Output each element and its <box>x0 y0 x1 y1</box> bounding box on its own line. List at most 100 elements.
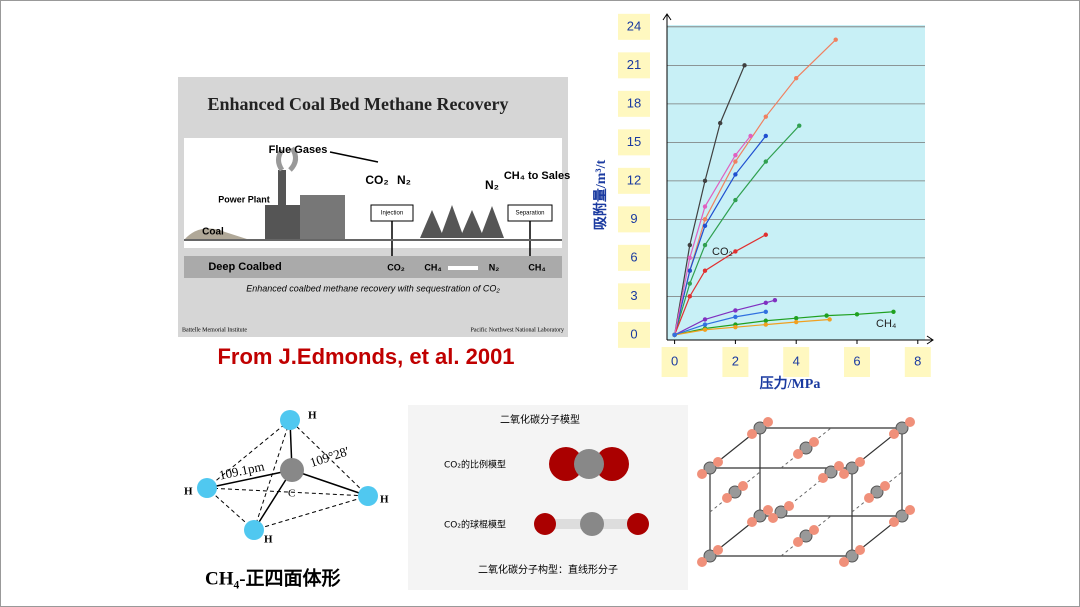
gray-atom <box>774 505 788 519</box>
o-atom <box>549 447 583 481</box>
o-atom <box>905 505 915 515</box>
o-atom <box>880 481 890 491</box>
atom-label: H <box>264 534 273 546</box>
o-atom <box>627 513 649 535</box>
data-point <box>763 318 768 323</box>
o-atom <box>697 557 707 567</box>
data-point <box>763 300 768 305</box>
data-point <box>827 317 832 322</box>
label: CO₂ <box>365 173 388 187</box>
data-point <box>733 197 738 203</box>
credit: Pacific Northwest National Laboratory <box>471 326 564 333</box>
data-point <box>824 313 829 318</box>
label: CO₂的球棍模型 <box>444 519 506 531</box>
data-point <box>733 152 738 158</box>
data-point <box>702 217 708 222</box>
panel-title: 二氧化碳分子模型 <box>500 413 580 426</box>
tick-box <box>904 347 931 377</box>
atom-label: H <box>184 486 193 498</box>
gray-atom <box>895 509 909 523</box>
y-tick-label: 6 <box>630 249 637 264</box>
data-point <box>733 249 738 254</box>
data-point <box>687 255 692 261</box>
gray-atom <box>753 421 767 435</box>
trees <box>420 205 504 238</box>
o-atom <box>905 417 915 427</box>
ecbm-figure: Enhanced Coal Bed Methane Recovery Flue … <box>178 77 570 337</box>
x-tick-label: 6 <box>853 353 860 368</box>
atom-label: H <box>380 494 389 506</box>
o-atom <box>839 557 849 567</box>
y-tick-label: 0 <box>630 326 637 341</box>
label: Flue Gases <box>269 144 328 156</box>
data-point <box>718 120 723 126</box>
caption: Enhanced coalbed methane recovery with s… <box>246 283 500 293</box>
tick-box <box>618 244 650 271</box>
label: Deep Coalbed <box>208 261 281 273</box>
data-point <box>763 322 768 327</box>
source: From J.Edmonds, et al. 2001 <box>217 344 514 369</box>
data-point <box>702 204 708 209</box>
y-tick-label: 12 <box>627 172 641 187</box>
label: Power Plant <box>218 194 270 204</box>
data-point <box>763 159 768 164</box>
o-atom <box>738 481 748 491</box>
data-point <box>763 114 768 119</box>
gray-atom <box>703 461 717 475</box>
y-axis-label: 吸附量/m³/t <box>592 160 609 231</box>
crystal-lattice <box>697 417 915 567</box>
series-line <box>674 311 894 336</box>
series-line <box>674 318 830 336</box>
tick-box <box>844 347 870 377</box>
data-point <box>702 317 708 322</box>
o-atom <box>768 513 778 523</box>
tick-box <box>618 13 650 40</box>
o-atom <box>793 537 803 547</box>
o-atom <box>834 461 844 471</box>
credit: Battelle Memorial Institute <box>182 327 247 333</box>
label: Injection <box>381 211 403 217</box>
data-point <box>742 63 747 68</box>
data-point <box>794 315 799 321</box>
o-atom <box>839 469 849 479</box>
gray-atom <box>753 509 767 523</box>
data-point <box>794 319 799 325</box>
data-point <box>797 123 802 128</box>
o-atom <box>889 517 899 527</box>
o-atom <box>713 457 723 467</box>
o-atom <box>855 457 865 467</box>
caption: CH₄-正四面体形 <box>205 566 341 589</box>
y-tick-label: 15 <box>627 134 641 149</box>
panel-bg <box>408 405 688 590</box>
data-point <box>702 268 708 273</box>
x-tick-label: 4 <box>793 353 800 368</box>
o-atom <box>889 429 899 439</box>
tick-box <box>618 52 650 79</box>
label: CO₂ <box>387 262 405 272</box>
data-point <box>687 294 692 299</box>
data-point <box>733 159 738 164</box>
data-point <box>748 133 753 139</box>
data-point <box>763 232 768 237</box>
y-tick-label: 3 <box>630 288 637 303</box>
o-atom <box>595 447 629 481</box>
o-atom <box>809 525 819 535</box>
c-atom <box>574 449 604 479</box>
data-point <box>687 268 692 273</box>
data-point <box>702 242 708 248</box>
axes <box>662 13 934 345</box>
o-atom <box>763 417 773 427</box>
data-point <box>687 281 692 286</box>
data-point <box>733 314 738 320</box>
data-point <box>833 37 838 42</box>
gray-atom <box>799 441 813 455</box>
c-atom <box>280 458 304 482</box>
o-atom <box>697 469 707 479</box>
atom-label: H <box>308 410 317 422</box>
stack <box>278 170 286 205</box>
o-atom <box>809 437 819 447</box>
label: Coal <box>202 227 224 238</box>
tick-box <box>618 206 650 233</box>
